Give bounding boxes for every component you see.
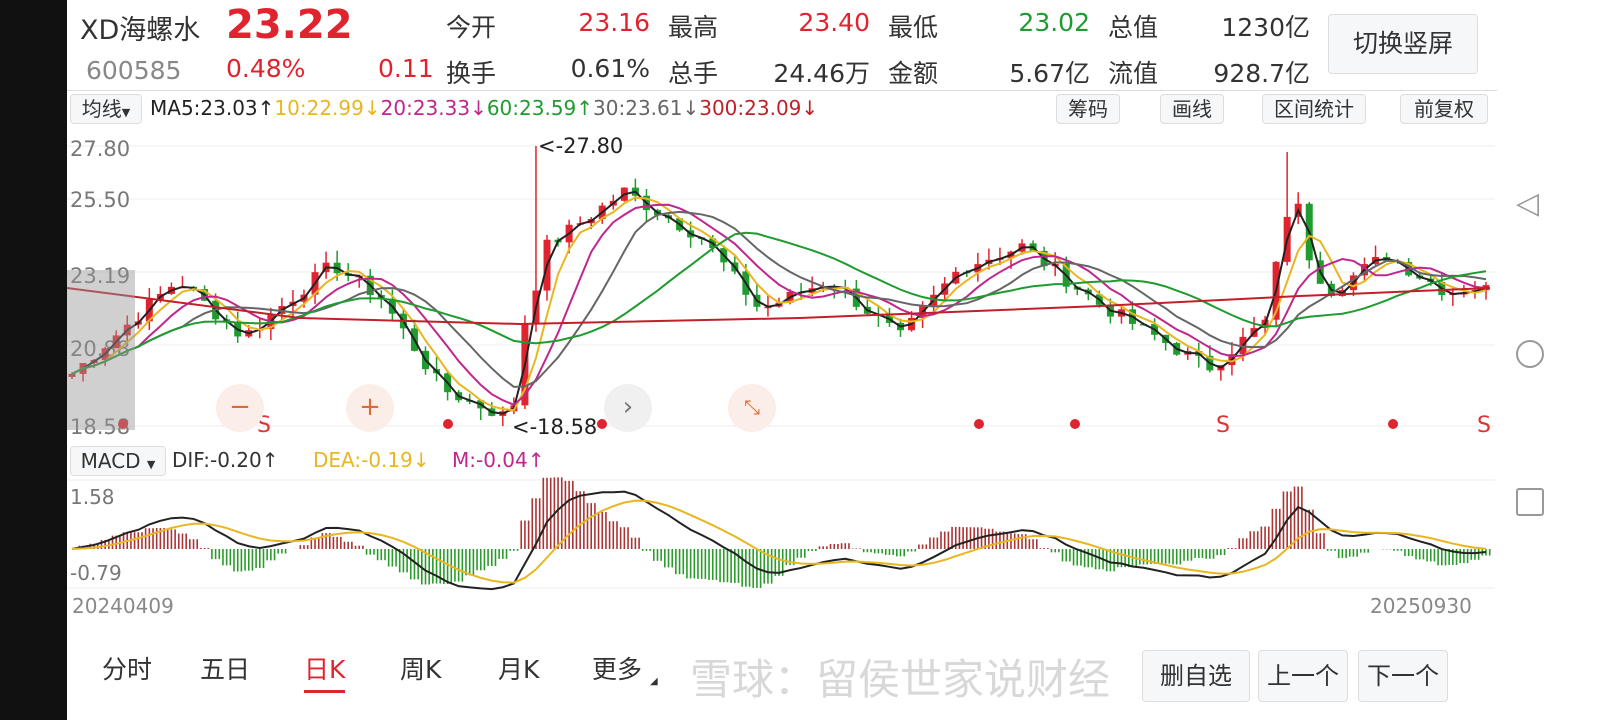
macd-dif: DIF:-0.20↑ xyxy=(172,448,279,472)
price-tick: 23.19 xyxy=(70,264,130,288)
quote-value: 24.46万 xyxy=(773,59,870,88)
signal-dot xyxy=(443,419,453,429)
change-amount: 0.11 xyxy=(378,54,434,83)
quote-value: 23.02 xyxy=(1018,8,1090,37)
quote-label: 最高 xyxy=(668,13,719,42)
tool-button[interactable]: 画线 xyxy=(1160,94,1224,124)
tool-button[interactable]: 筹码 xyxy=(1056,94,1120,124)
quote-value: 928.7亿 xyxy=(1213,59,1310,88)
more-triangle-icon: ◢ xyxy=(650,676,658,687)
tab-period[interactable]: 分时 xyxy=(102,655,153,684)
ma-value: 10:22.99↓ xyxy=(274,96,381,120)
macd-selector-label: MACD xyxy=(80,449,141,473)
macd-selector[interactable]: MACD ▼ xyxy=(70,446,166,476)
action-button[interactable]: 上一个 xyxy=(1258,650,1348,702)
macd-tick: -0.79 xyxy=(70,561,122,585)
stock-code: 600585 xyxy=(86,56,182,85)
stock-name: XD海螺水 xyxy=(80,15,201,46)
tool-button[interactable]: 前复权 xyxy=(1400,94,1488,124)
signal-dot xyxy=(597,419,607,429)
quote-label: 流值 xyxy=(1108,59,1159,88)
quote-label: 最低 xyxy=(888,13,939,42)
quote-value: 0.61% xyxy=(570,54,650,83)
price-tick: 25.50 xyxy=(70,188,130,212)
tab-period[interactable]: 周K xyxy=(400,655,442,684)
ma-value: 300:23.09↓ xyxy=(699,96,819,120)
signal-dot xyxy=(974,419,984,429)
tab-period[interactable]: 更多 xyxy=(592,655,643,684)
end-date: 20250930 xyxy=(1370,594,1472,618)
ma-value: MA5:23.03↑ xyxy=(150,96,275,120)
tab-period[interactable]: 日K xyxy=(304,650,346,693)
zoom-in-button[interactable]: + xyxy=(346,384,394,432)
ma-values: MA5:23.03↑10:22.99↓20:23.33↓60:23.59↑30:… xyxy=(150,96,818,120)
left-edge xyxy=(0,0,67,720)
tool-button[interactable]: 区间统计 xyxy=(1262,94,1366,124)
dif-line xyxy=(71,490,1487,591)
quote-label: 总值 xyxy=(1108,13,1159,42)
quote-value: 23.16 xyxy=(578,8,650,37)
sell-signal: S xyxy=(1216,413,1230,438)
macd-tick: 1.58 xyxy=(70,485,115,509)
quote-label: 金额 xyxy=(888,59,939,88)
divider xyxy=(67,90,1497,91)
signal-dot xyxy=(118,419,128,429)
quote-label: 换手 xyxy=(446,59,497,88)
home-icon[interactable] xyxy=(1516,340,1544,368)
watermark: 雪球：留侯世家说财经 xyxy=(690,655,1111,704)
recents-icon[interactable] xyxy=(1516,488,1544,516)
macd-dea: DEA:-0.19↓ xyxy=(313,448,430,472)
signal-dot xyxy=(1070,419,1080,429)
low-annotation: <-18.58 xyxy=(512,415,597,439)
action-button[interactable]: 删自选 xyxy=(1142,650,1250,702)
ma-selector-label: 均线 xyxy=(81,97,122,121)
next-button[interactable]: › xyxy=(604,384,652,432)
dropdown-icon: ▼ xyxy=(146,458,156,471)
ma-value: 20:23.33↓ xyxy=(380,96,487,120)
stock-price: 23.22 xyxy=(226,2,353,48)
action-button[interactable]: 下一个 xyxy=(1358,650,1448,702)
quote-value: 23.40 xyxy=(798,8,870,37)
sell-signal: S xyxy=(1477,413,1491,438)
candle-body xyxy=(68,373,76,377)
change-pct: 0.48% xyxy=(226,54,306,83)
switch-portrait-button[interactable]: 切换竖屏 xyxy=(1328,14,1478,74)
ma-value: 30:23.61↓ xyxy=(593,96,700,120)
quote-value: 1230亿 xyxy=(1221,13,1310,42)
high-annotation: <-27.80 xyxy=(538,134,623,158)
ma300-line xyxy=(66,287,1491,326)
dea-line xyxy=(71,499,1487,584)
ma60-line xyxy=(71,231,1487,375)
ma10-line xyxy=(71,196,1487,412)
price-tick: 27.80 xyxy=(70,137,130,161)
signal-dot xyxy=(1388,419,1398,429)
back-icon[interactable]: ◁ xyxy=(1516,186,1540,221)
dropdown-icon: ▼ xyxy=(121,106,131,119)
macd-m: M:-0.04↑ xyxy=(452,448,545,472)
ma-value: 60:23.59↑ xyxy=(486,96,594,120)
ma5-line xyxy=(71,190,1487,415)
scroll-handle[interactable] xyxy=(67,270,135,430)
tab-period[interactable]: 五日 xyxy=(200,655,251,684)
quote-value: 5.67亿 xyxy=(1009,59,1090,88)
ma-selector[interactable]: 均线▼ xyxy=(70,94,142,124)
zoom-out-button[interactable]: − xyxy=(216,384,264,432)
start-date: 20240409 xyxy=(72,594,174,618)
quote-label: 今开 xyxy=(446,13,497,42)
tab-period[interactable]: 月K xyxy=(498,655,540,684)
quote-label: 总手 xyxy=(668,59,719,88)
shrink-icon[interactable]: ⤡ xyxy=(728,384,776,432)
